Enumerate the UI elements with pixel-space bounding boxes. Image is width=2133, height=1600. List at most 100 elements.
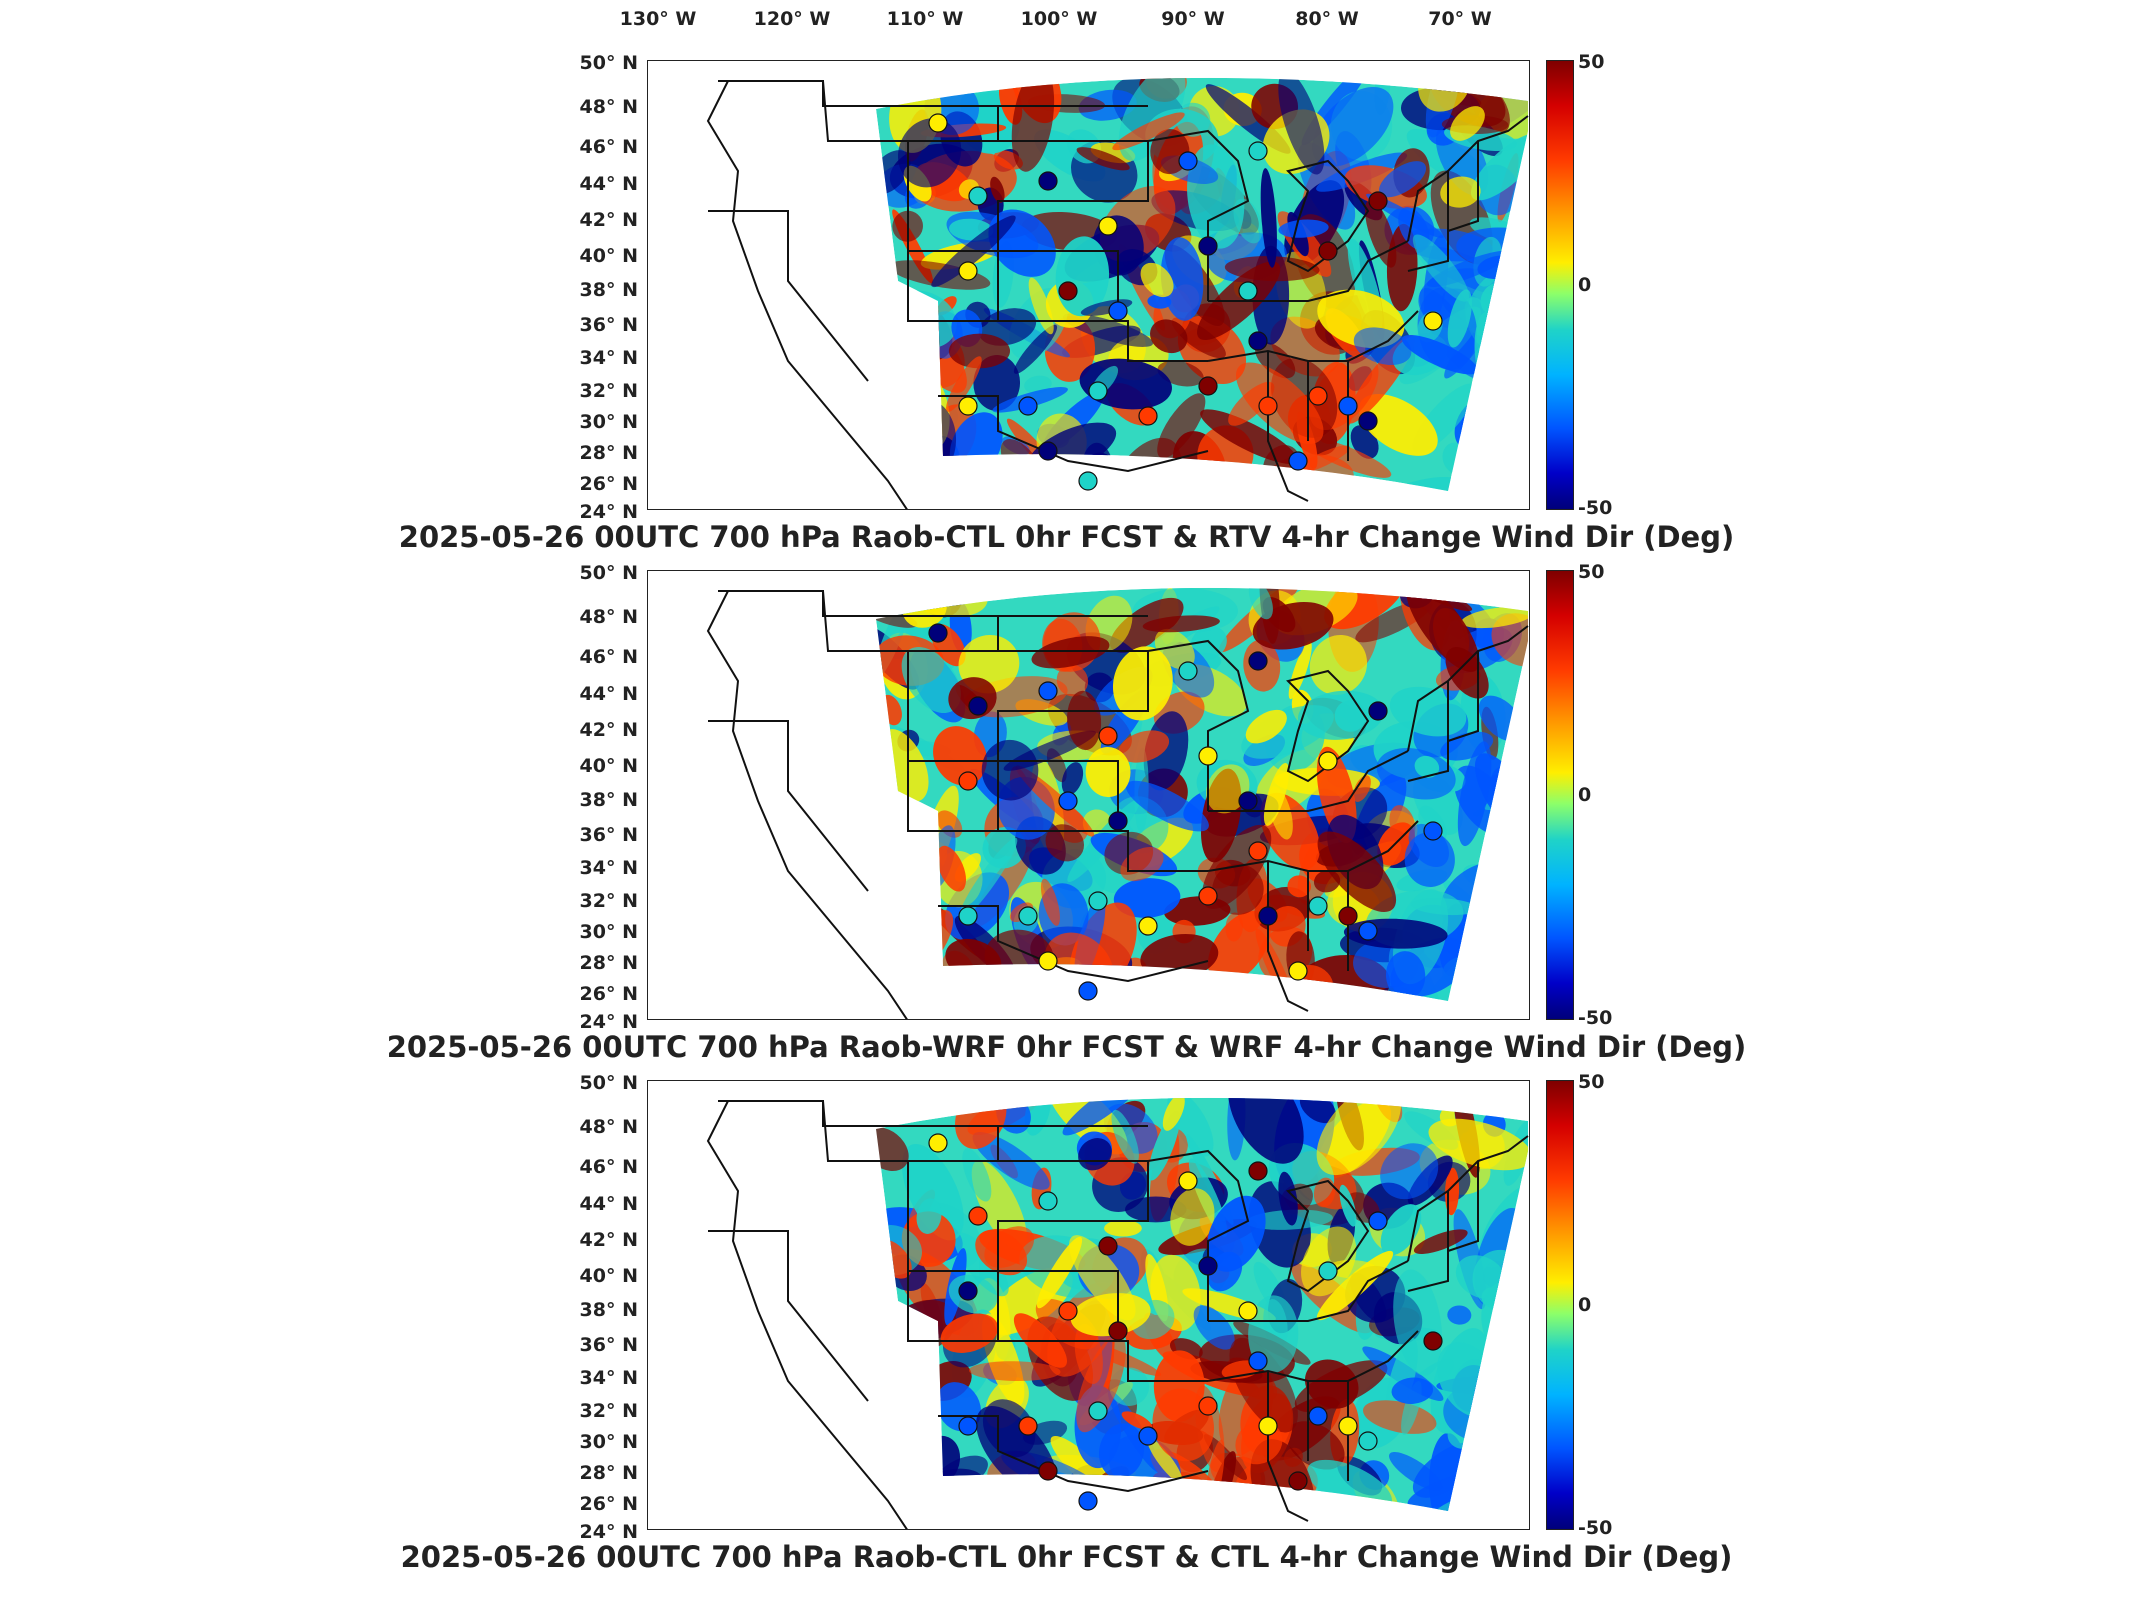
raob-station-marker (1018, 396, 1038, 416)
latitude-label: 46° N (579, 136, 638, 158)
boundary-line (1207, 820, 1419, 872)
raob-station-marker (1078, 471, 1098, 491)
raob-station-marker (1258, 906, 1278, 926)
colorbar-mid-label: 0 (1578, 1294, 1592, 1316)
raob-station-marker (1098, 726, 1118, 746)
boundary-line (718, 1100, 1148, 1127)
raob-station-marker (1198, 1256, 1218, 1276)
raob-station-marker (1248, 1351, 1268, 1371)
latitude-label: 24° N (579, 501, 638, 523)
raob-station-marker (1248, 1161, 1268, 1181)
boundary-line (1208, 750, 1409, 812)
boundary-line (1208, 240, 1409, 302)
raob-station-marker (1038, 171, 1058, 191)
latitude-label: 50° N (579, 562, 638, 584)
boundary-line (1407, 651, 1479, 782)
latitude-label: 38° N (579, 279, 638, 301)
raob-station-marker (1108, 301, 1128, 321)
boundary-line (1267, 861, 1309, 1012)
colorbar-max-label: 50 (1578, 51, 1605, 73)
map-frame (647, 1080, 1530, 1530)
longitude-label: 110° W (886, 8, 964, 30)
longitude-label: 80° W (1295, 8, 1359, 30)
boundary-line (1267, 1371, 1309, 1522)
map-plot (706, 77, 1529, 509)
latitude-label: 38° N (579, 1299, 638, 1321)
raob-station-marker (958, 1281, 978, 1301)
latitude-label: 28° N (579, 1462, 638, 1484)
boundary-line (938, 1415, 1209, 1493)
raob-station-marker (1288, 961, 1308, 981)
colorbar-max-label: 50 (1578, 1071, 1605, 1093)
raob-station-marker (1338, 906, 1358, 926)
map-plot (706, 1097, 1529, 1529)
latitude-label: 50° N (579, 1072, 638, 1094)
latitude-label: 34° N (579, 857, 638, 879)
raob-station-marker (1288, 451, 1308, 471)
boundary-line (708, 210, 869, 382)
longitude-label: 100° W (1020, 8, 1098, 30)
boundary-line (1207, 1330, 1419, 1382)
raob-station-marker (1248, 841, 1268, 861)
boundary-line (1407, 1135, 1529, 1262)
latitude-label: 48° N (579, 606, 638, 628)
raob-station-marker (1198, 886, 1218, 906)
raob-station-marker (1423, 821, 1443, 841)
raob-station-marker (958, 906, 978, 926)
boundary-line (938, 395, 1209, 473)
raob-station-marker (1338, 396, 1358, 416)
latitude-label: 42° N (579, 1229, 638, 1251)
raob-station-marker (1308, 896, 1328, 916)
longitude-axis: 130° W 120° W 110° W 100° W 90° W 80° W … (0, 0, 2133, 40)
wind-direction-field (876, 1097, 1528, 1512)
raob-station-marker (1198, 236, 1218, 256)
boundary-line (822, 80, 999, 321)
raob-station-marker (968, 186, 988, 206)
boundary-line (718, 80, 1148, 107)
boundary-line (706, 80, 908, 509)
colorbar-mid-label: 0 (1578, 784, 1592, 806)
raob-station-marker (1258, 1416, 1278, 1436)
raob-station-marker (1358, 921, 1378, 941)
raob-station-marker (1018, 1416, 1038, 1436)
latitude-label: 34° N (579, 347, 638, 369)
raob-station-marker (1078, 981, 1098, 1001)
latitude-label: 48° N (579, 96, 638, 118)
raob-station-marker (1138, 406, 1158, 426)
wind-direction-field (876, 587, 1528, 1002)
raob-station-marker (1078, 1491, 1098, 1511)
latitude-label: 26° N (579, 1493, 638, 1515)
latitude-label: 44° N (579, 683, 638, 705)
colorbar-min-label: -50 (1578, 497, 1613, 519)
raob-station-marker (1423, 311, 1443, 331)
raob-station-marker (1058, 1301, 1078, 1321)
raob-station-marker (1108, 1321, 1128, 1341)
raob-station-marker (1058, 281, 1078, 301)
boundary-line (708, 1230, 869, 1402)
latitude-label: 26° N (579, 473, 638, 495)
raob-station-marker (1238, 281, 1258, 301)
raob-station-marker (1248, 141, 1268, 161)
raob-station-marker (1318, 751, 1338, 771)
raob-station-marker (1038, 1461, 1058, 1481)
raob-station-marker (928, 1133, 948, 1153)
raob-station-marker (1138, 1426, 1158, 1446)
longitude-label: 120° W (753, 8, 831, 30)
boundary-line (718, 590, 1148, 617)
latitude-label: 26° N (579, 983, 638, 1005)
raob-station-marker (1308, 386, 1328, 406)
latitude-label: 40° N (579, 1265, 638, 1287)
colorbar-min-label: -50 (1578, 1517, 1613, 1539)
raob-station-marker (1423, 1331, 1443, 1351)
wind-direction-field (876, 77, 1528, 492)
raob-station-marker (1258, 396, 1278, 416)
raob-station-marker (1198, 746, 1218, 766)
boundary-line (1147, 1149, 1250, 1321)
latitude-label: 42° N (579, 719, 638, 741)
raob-station-marker (1088, 891, 1108, 911)
latitude-label: 28° N (579, 952, 638, 974)
latitude-label: 50° N (579, 52, 638, 74)
raob-station-marker (1198, 376, 1218, 396)
longitude-label: 90° W (1161, 8, 1225, 30)
latitude-label: 40° N (579, 245, 638, 267)
